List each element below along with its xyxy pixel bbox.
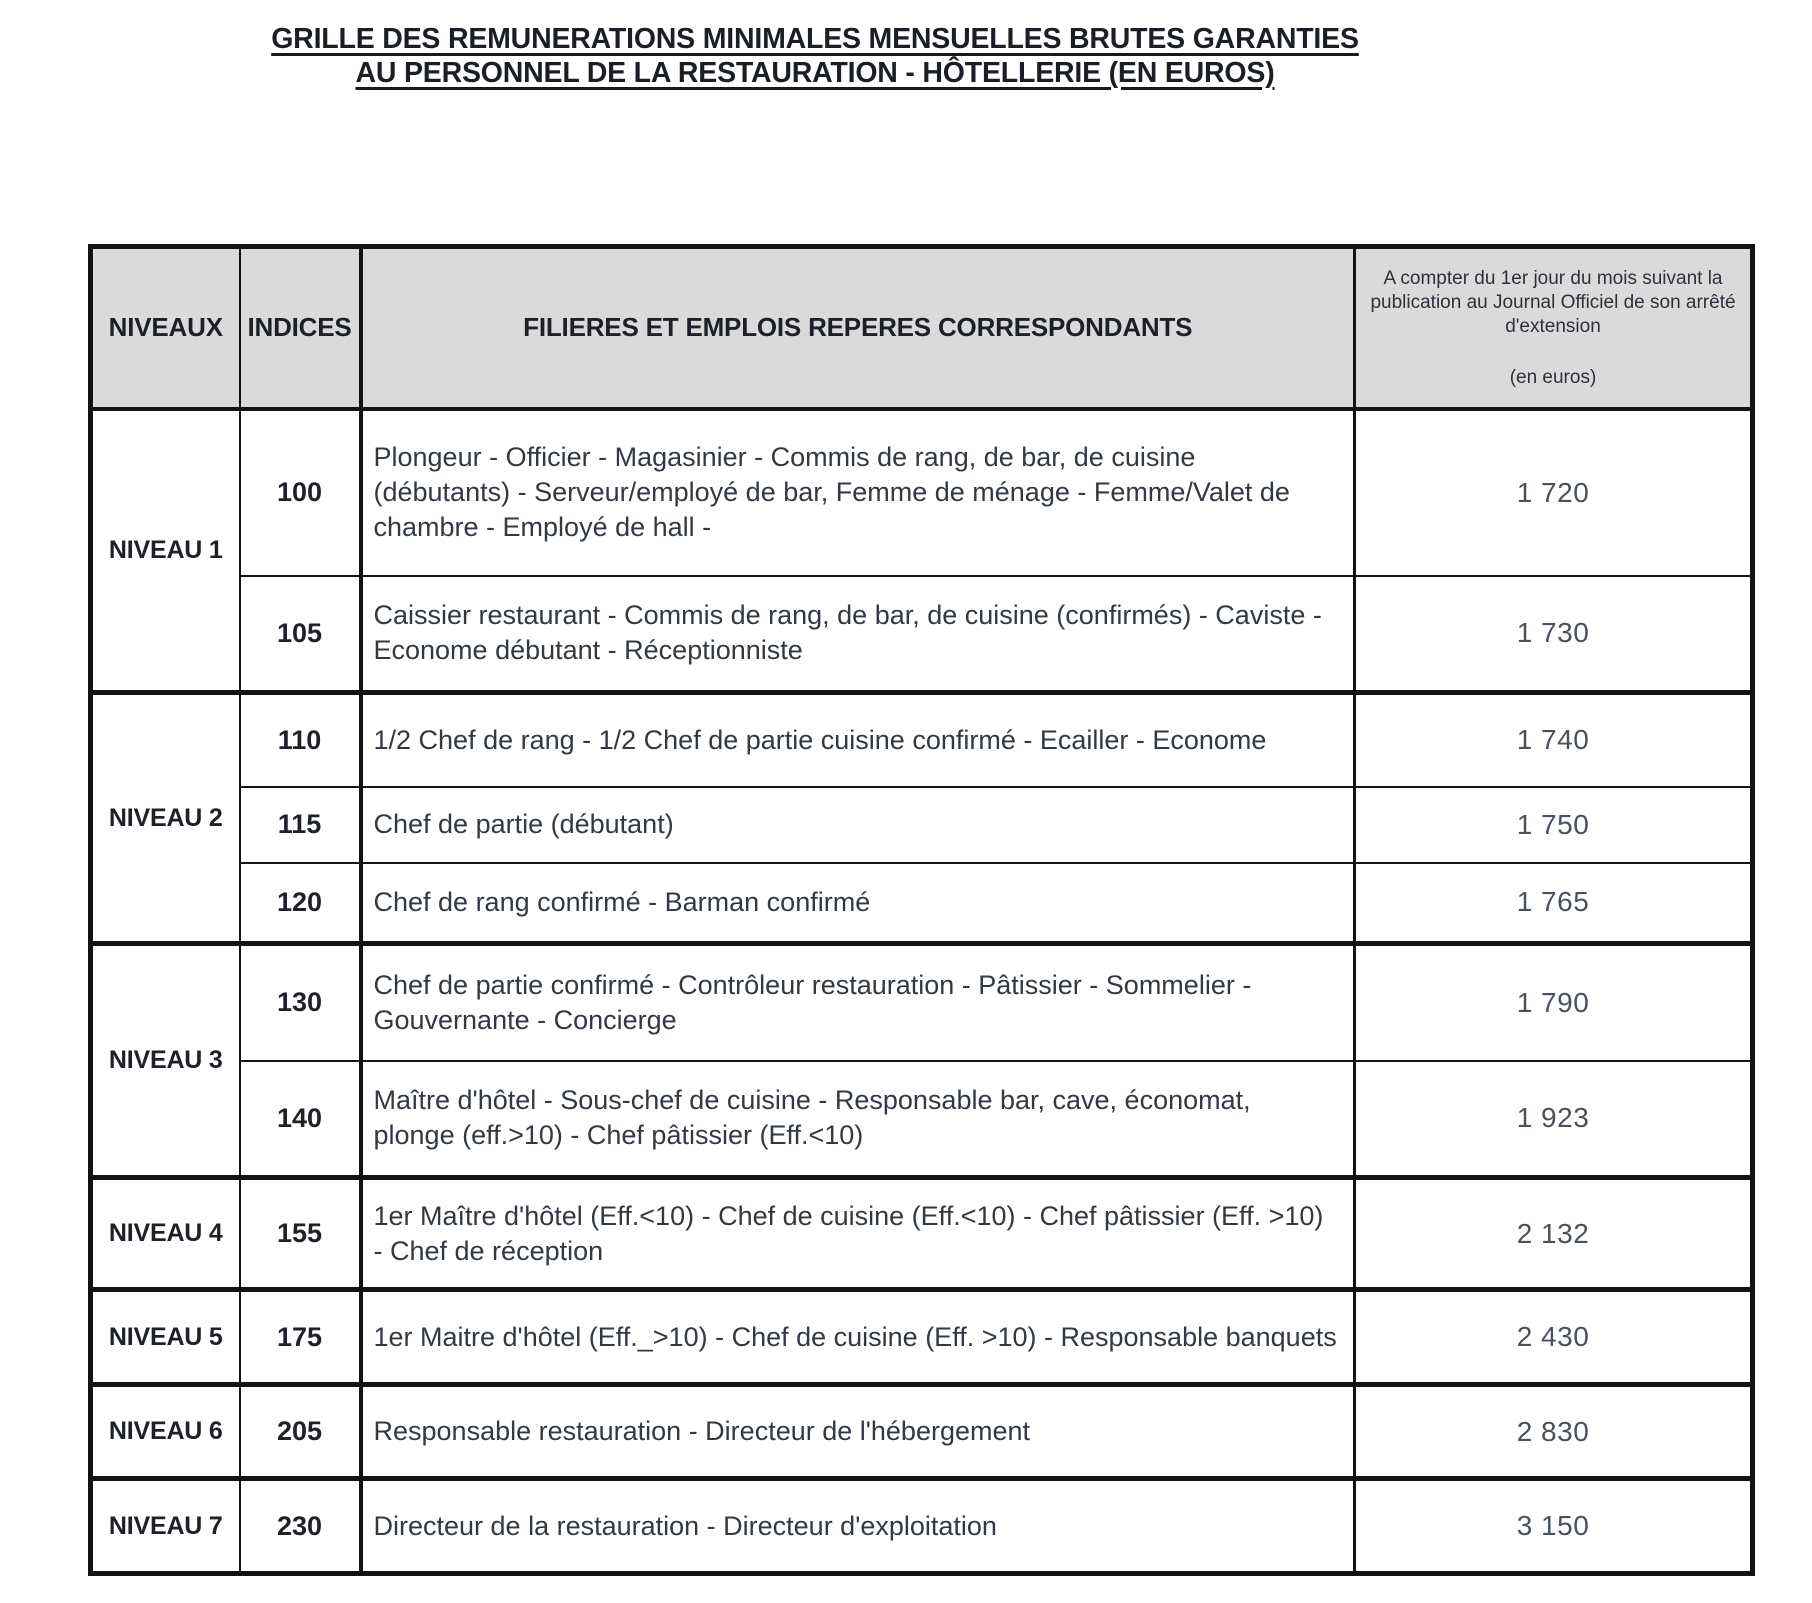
table-row: NIVEAU 2 110 1/2 Chef de rang - 1/2 Chef… (89, 690, 1754, 945)
indice-cell: 105 (238, 574, 363, 694)
montant-cell: 2 132 (1353, 1175, 1754, 1291)
indice-cell: 205 (238, 1382, 363, 1480)
montant-cell: 1 765 (1353, 861, 1754, 945)
indice-cell: 110 (238, 690, 363, 788)
montant-cell: 1 740 (1353, 690, 1754, 788)
table-row: 105 Caissier restaurant - Commis de rang… (91, 574, 1754, 694)
montant-cell: 1 730 (1353, 574, 1754, 694)
header-filieres: FILIERES ET EMPLOIS REPERES CORRESPONDAN… (359, 245, 1356, 411)
montant-cell: 1 750 (1353, 785, 1754, 864)
filieres-cell: 1er Maitre d'hôtel (Eff._>10) - Chef de … (359, 1287, 1356, 1386)
document-title-line1: GRILLE DES REMUNERATIONS MINIMALES MENSU… (271, 23, 1359, 55)
niveau-cell: NIVEAU 2 (89, 690, 241, 945)
table-row: NIVEAU 4 155 1er Maître d'hôtel (Eff.<10… (89, 1175, 1754, 1291)
filieres-cell: 1/2 Chef de rang - 1/2 Chef de partie cu… (359, 690, 1356, 788)
indice-cell: 155 (238, 1175, 363, 1291)
filieres-cell: Caissier restaurant - Commis de rang, de… (359, 574, 1356, 694)
header-montant: A compter du 1er jour du mois suivant la… (1353, 245, 1754, 411)
montant-cell: 3 150 (1353, 1476, 1754, 1575)
niveau-cell: NIVEAU 6 (89, 1382, 241, 1480)
montant-cell: 2 430 (1353, 1287, 1754, 1386)
niveau-cell: NIVEAU 4 (89, 1175, 241, 1291)
filieres-cell: Maître d'hôtel - Sous-chef de cuisine - … (359, 1059, 1356, 1179)
table-row: NIVEAU 5 175 1er Maitre d'hôtel (Eff._>1… (89, 1287, 1754, 1386)
niveau-cell: NIVEAU 5 (89, 1287, 241, 1386)
montant-cell: 1 720 (1353, 407, 1754, 577)
table-row: 140 Maître d'hôtel - Sous-chef de cuisin… (91, 1059, 1754, 1179)
filieres-cell: Plongeur - Officier - Magasinier - Commi… (359, 407, 1356, 577)
indice-cell: 120 (238, 861, 363, 945)
header-date-note: A compter du 1er jour du mois suivant la… (1370, 267, 1736, 337)
montant-cell: 1 790 (1353, 941, 1754, 1062)
table-row: 120 Chef de rang confirmé - Barman confi… (91, 861, 1754, 945)
table-header-row: NIVEAUX INDICES FILIERES ET EMPLOIS REPE… (89, 245, 1754, 411)
indice-cell: 100 (238, 407, 363, 577)
montant-cell: 2 830 (1353, 1382, 1754, 1480)
filieres-cell: Directeur de la restauration - Directeur… (359, 1476, 1356, 1575)
filieres-cell: 1er Maître d'hôtel (Eff.<10) - Chef de c… (359, 1175, 1356, 1291)
filieres-cell: Chef de partie (débutant) (359, 785, 1356, 864)
indice-cell: 230 (238, 1476, 363, 1575)
indice-cell: 115 (238, 785, 363, 864)
filieres-cell: Chef de rang confirmé - Barman confirmé (359, 861, 1356, 945)
montant-cell: 1 923 (1353, 1059, 1754, 1179)
niveau-cell: NIVEAU 3 (89, 941, 241, 1179)
niveau-cell: NIVEAU 7 (89, 1476, 241, 1575)
header-indices: INDICES (238, 245, 363, 411)
table-row: NIVEAU 6 205 Responsable restauration - … (89, 1382, 1754, 1480)
table-row: NIVEAU 1 100 Plongeur - Officier - Magas… (89, 407, 1754, 694)
indice-cell: 175 (238, 1287, 363, 1386)
header-niveaux: NIVEAUX (89, 245, 241, 411)
filieres-cell: Chef de partie confirmé - Contrôleur res… (359, 941, 1356, 1062)
table-row: 115 Chef de partie (débutant) 1 750 (91, 785, 1754, 864)
document-title-line2: AU PERSONNEL DE LA RESTAURATION - HÔTELL… (355, 57, 1275, 89)
niveau-cell: NIVEAU 1 (89, 407, 241, 694)
table-row: NIVEAU 7 230 Directeur de la restauratio… (89, 1476, 1754, 1575)
salary-grid-table: NIVEAUX INDICES FILIERES ET EMPLOIS REPE… (88, 244, 1755, 1576)
header-unit-note: (en euros) (1509, 366, 1597, 388)
indice-cell: 130 (238, 941, 363, 1062)
indice-cell: 140 (238, 1059, 363, 1179)
filieres-cell: Responsable restauration - Directeur de … (359, 1382, 1356, 1480)
table-row: NIVEAU 3 130 Chef de partie confirmé - C… (89, 941, 1754, 1179)
document-title: GRILLE DES REMUNERATIONS MINIMALES MENSU… (235, 22, 1395, 90)
